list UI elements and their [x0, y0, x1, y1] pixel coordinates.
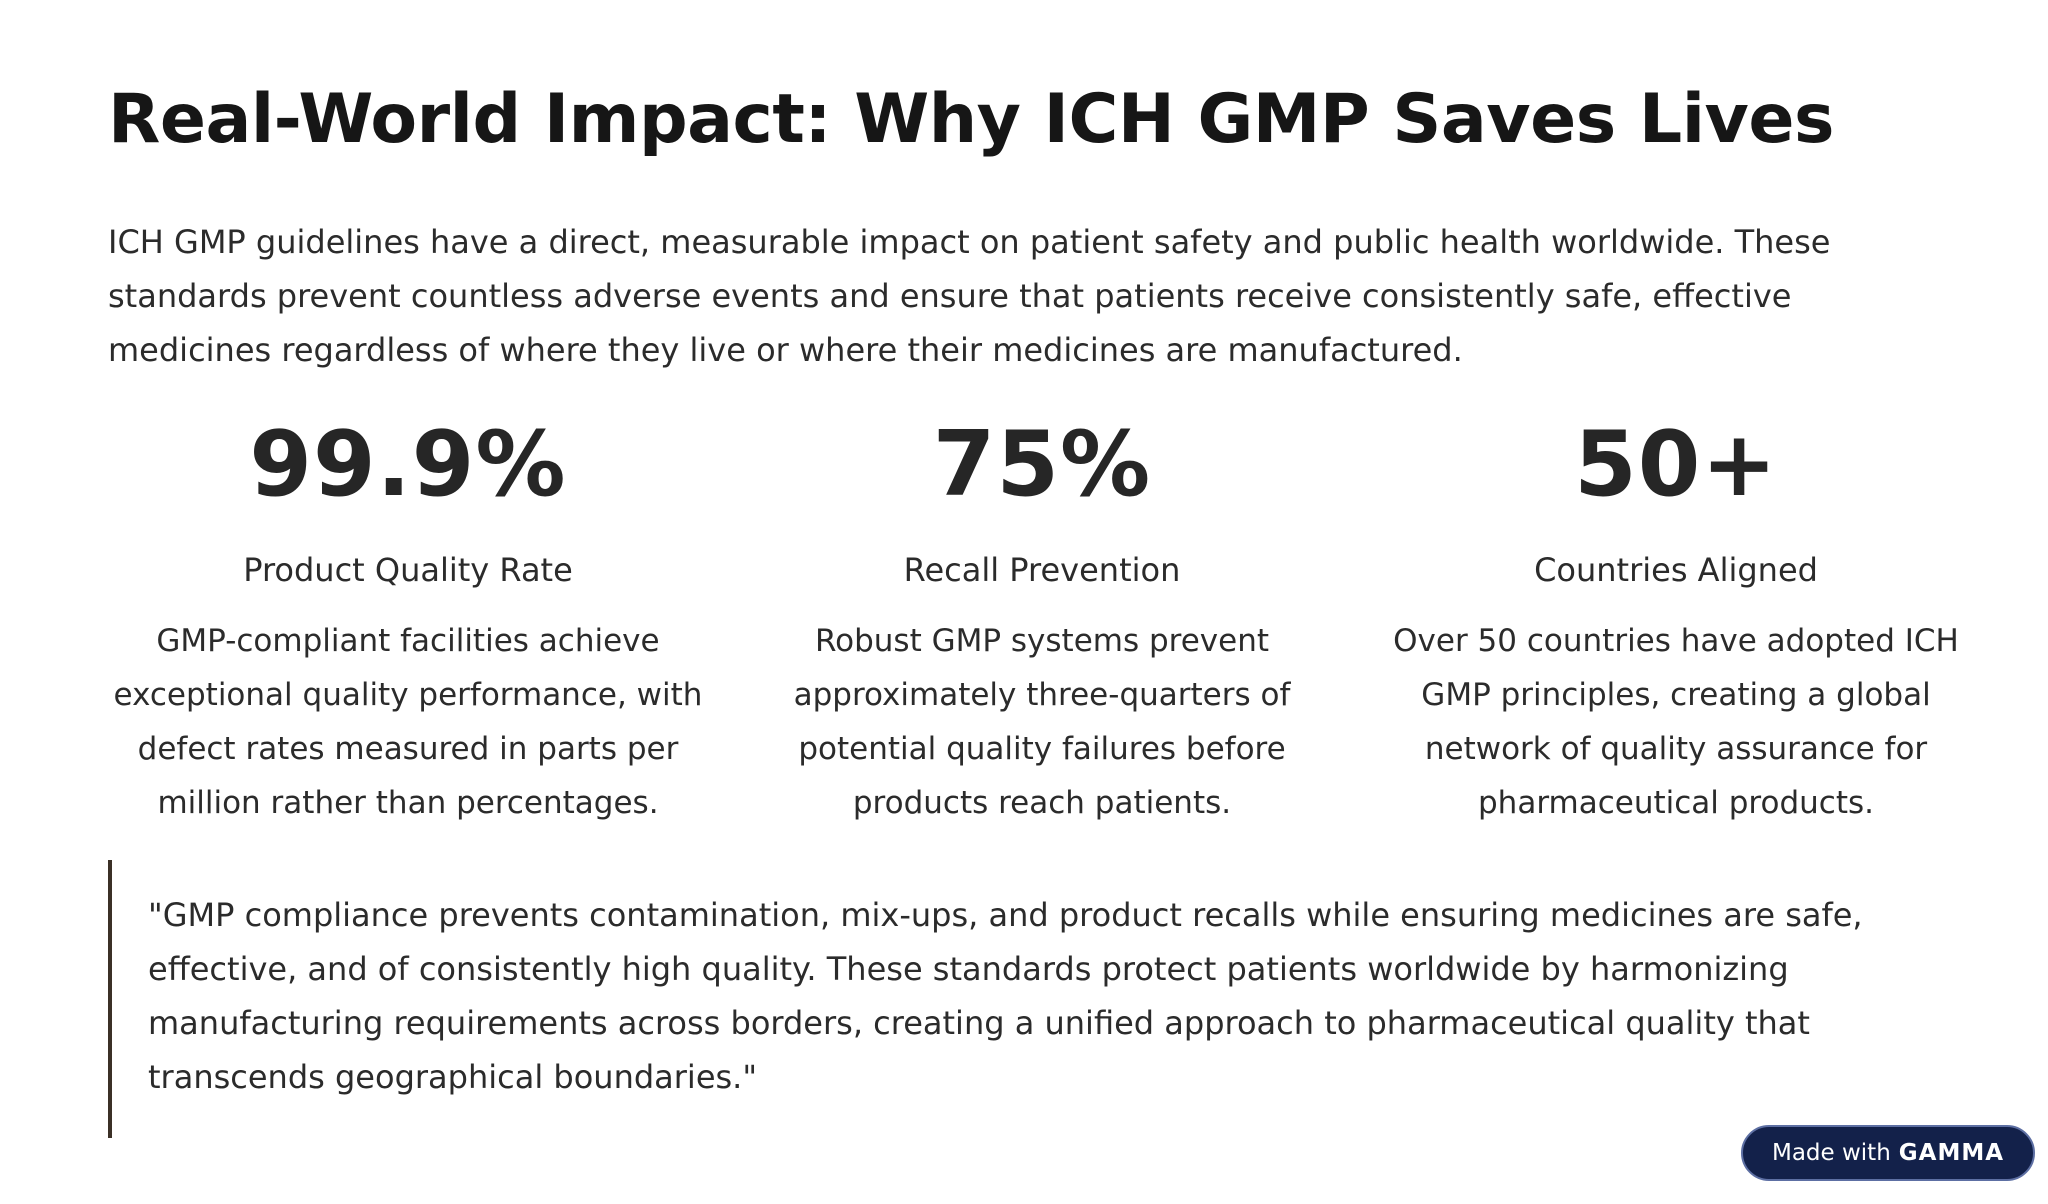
page-title: Real-World Impact: Why ICH GMP Saves Liv… [108, 80, 1834, 159]
quote-block: "GMP compliance prevents contamination, … [108, 860, 1888, 1138]
stat-product-quality: 99.9% Product Quality Rate GMP-compliant… [108, 410, 708, 830]
stat-description: Over 50 countries have adopted ICH GMP p… [1393, 623, 1959, 821]
stat-description: Robust GMP systems prevent approximately… [793, 623, 1291, 821]
stat-label: Recall Prevention [903, 551, 1181, 589]
stat-description: GMP-compliant facilities achieve excepti… [113, 623, 703, 821]
badge-prefix: Made with [1771, 1140, 1891, 1166]
stats-row: 99.9% Product Quality Rate GMP-compliant… [108, 410, 1976, 830]
quote-text: "GMP compliance prevents contamination, … [148, 896, 1863, 1096]
stat-value: 99.9% [249, 412, 567, 517]
stat-label: Product Quality Rate [243, 551, 573, 589]
gamma-logo: GAMMA [1898, 1140, 2005, 1166]
stat-recall-prevention: 75% Recall Prevention Robust GMP systems… [742, 410, 1342, 830]
intro-paragraph: ICH GMP guidelines have a direct, measur… [108, 223, 1831, 369]
made-with-gamma-badge[interactable]: Made with GAMMA [1741, 1125, 2035, 1181]
stat-label: Countries Aligned [1534, 551, 1818, 589]
stat-value: 75% [932, 412, 1152, 517]
stat-value: 50+ [1574, 412, 1778, 517]
stat-countries-aligned: 50+ Countries Aligned Over 50 countries … [1376, 410, 1976, 830]
